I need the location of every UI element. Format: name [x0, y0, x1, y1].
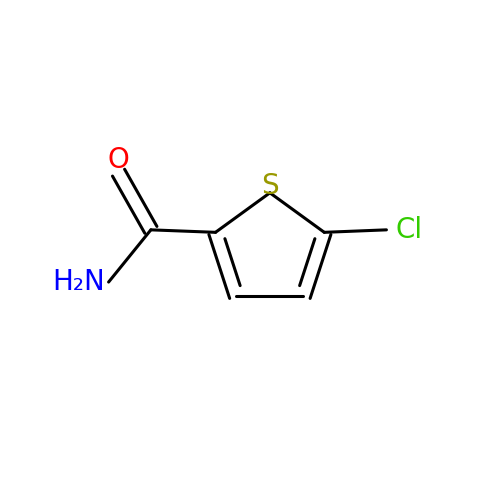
- Text: O: O: [108, 146, 130, 174]
- Text: Cl: Cl: [395, 216, 422, 244]
- Text: H₂N: H₂N: [52, 268, 105, 296]
- Text: S: S: [261, 172, 278, 201]
